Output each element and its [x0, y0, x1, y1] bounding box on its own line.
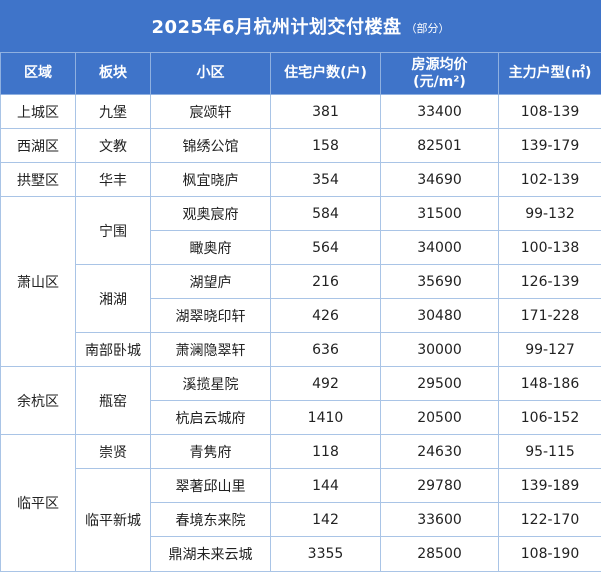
header-price: 房源均价 (元/m²) [381, 53, 499, 95]
price-cell: 30000 [381, 333, 499, 367]
table-row: 余杭区 瓶窑 溪揽星院 492 29500 148-186 [1, 367, 601, 401]
layout-cell: 106-152 [499, 401, 601, 435]
block-cell: 湘湖 [76, 265, 151, 333]
table-row: 西湖区 文教 锦绣公馆 158 82501 139-179 [1, 129, 601, 163]
estate-cell: 宸颂轩 [151, 95, 271, 129]
estate-cell: 翠著邱山里 [151, 469, 271, 503]
price-cell: 28500 [381, 537, 499, 572]
layout-cell: 99-132 [499, 197, 601, 231]
estate-cell: 观奥宸府 [151, 197, 271, 231]
block-cell: 瓶窑 [76, 367, 151, 435]
estate-cell: 湖望庐 [151, 265, 271, 299]
units-cell: 118 [271, 435, 381, 469]
estate-cell: 杭启云城府 [151, 401, 271, 435]
block-cell: 南部卧城 [76, 333, 151, 367]
price-cell: 29780 [381, 469, 499, 503]
layout-cell: 148-186 [499, 367, 601, 401]
layout-cell: 126-139 [499, 265, 601, 299]
price-cell: 29500 [381, 367, 499, 401]
district-cell: 余杭区 [1, 367, 76, 435]
units-cell: 426 [271, 299, 381, 333]
units-cell: 584 [271, 197, 381, 231]
district-cell: 拱墅区 [1, 163, 76, 197]
estate-cell: 湖翠晓印轩 [151, 299, 271, 333]
price-cell: 20500 [381, 401, 499, 435]
price-cell: 31500 [381, 197, 499, 231]
header-layout: 主力户型(㎡) [499, 53, 601, 95]
estate-cell: 萧澜隐翠轩 [151, 333, 271, 367]
block-cell: 崇贤 [76, 435, 151, 469]
price-cell: 33400 [381, 95, 499, 129]
header-units: 住宅户数(户) [271, 53, 381, 95]
price-cell: 82501 [381, 129, 499, 163]
block-cell: 华丰 [76, 163, 151, 197]
header-row: 区域 板块 小区 住宅户数(户) 房源均价 (元/m²) 主力户型(㎡) [1, 53, 601, 95]
units-cell: 381 [271, 95, 381, 129]
district-cell: 萧山区 [1, 197, 76, 367]
units-cell: 158 [271, 129, 381, 163]
block-cell: 宁围 [76, 197, 151, 265]
units-cell: 354 [271, 163, 381, 197]
estate-cell: 瞰奥府 [151, 231, 271, 265]
district-cell: 上城区 [1, 95, 76, 129]
header-district: 区域 [1, 53, 76, 95]
block-cell: 文教 [76, 129, 151, 163]
table-row: 拱墅区 华丰 枫宜晓庐 354 34690 102-139 [1, 163, 601, 197]
table-title-bar: 2025年6月杭州计划交付楼盘 （部分） [0, 0, 601, 52]
table-row: 南部卧城 萧澜隐翠轩 636 30000 99-127 [1, 333, 601, 367]
table-row: 临平区 崇贤 青隽府 118 24630 95-115 [1, 435, 601, 469]
price-cell: 34690 [381, 163, 499, 197]
estate-cell: 枫宜晓庐 [151, 163, 271, 197]
header-estate: 小区 [151, 53, 271, 95]
block-cell: 临平新城 [76, 469, 151, 572]
units-cell: 216 [271, 265, 381, 299]
units-cell: 492 [271, 367, 381, 401]
layout-cell: 139-189 [499, 469, 601, 503]
price-cell: 34000 [381, 231, 499, 265]
layout-cell: 102-139 [499, 163, 601, 197]
price-cell: 24630 [381, 435, 499, 469]
units-cell: 142 [271, 503, 381, 537]
layout-cell: 108-190 [499, 537, 601, 572]
price-cell: 35690 [381, 265, 499, 299]
layout-cell: 100-138 [499, 231, 601, 265]
price-cell: 33600 [381, 503, 499, 537]
estate-cell: 溪揽星院 [151, 367, 271, 401]
price-cell: 30480 [381, 299, 499, 333]
layout-cell: 99-127 [499, 333, 601, 367]
district-cell: 临平区 [1, 435, 76, 572]
table-row: 湘湖 湖望庐 216 35690 126-139 [1, 265, 601, 299]
layout-cell: 95-115 [499, 435, 601, 469]
layout-cell: 122-170 [499, 503, 601, 537]
delivery-table: 区域 板块 小区 住宅户数(户) 房源均价 (元/m²) 主力户型(㎡) 上城区… [0, 52, 601, 572]
estate-cell: 鼎湖未来云城 [151, 537, 271, 572]
layout-cell: 139-179 [499, 129, 601, 163]
block-cell: 九堡 [76, 95, 151, 129]
table-row: 萧山区 宁围 观奥宸府 584 31500 99-132 [1, 197, 601, 231]
layout-cell: 171-228 [499, 299, 601, 333]
table-title: 2025年6月杭州计划交付楼盘 [151, 13, 401, 39]
header-block: 板块 [76, 53, 151, 95]
estate-cell: 锦绣公馆 [151, 129, 271, 163]
table-row: 上城区 九堡 宸颂轩 381 33400 108-139 [1, 95, 601, 129]
units-cell: 3355 [271, 537, 381, 572]
estate-cell: 青隽府 [151, 435, 271, 469]
units-cell: 636 [271, 333, 381, 367]
layout-cell: 108-139 [499, 95, 601, 129]
estate-cell: 春境东来院 [151, 503, 271, 537]
table-title-note: （部分） [406, 20, 450, 36]
district-cell: 西湖区 [1, 129, 76, 163]
units-cell: 144 [271, 469, 381, 503]
units-cell: 564 [271, 231, 381, 265]
units-cell: 1410 [271, 401, 381, 435]
table-row: 临平新城 翠著邱山里 144 29780 139-189 [1, 469, 601, 503]
